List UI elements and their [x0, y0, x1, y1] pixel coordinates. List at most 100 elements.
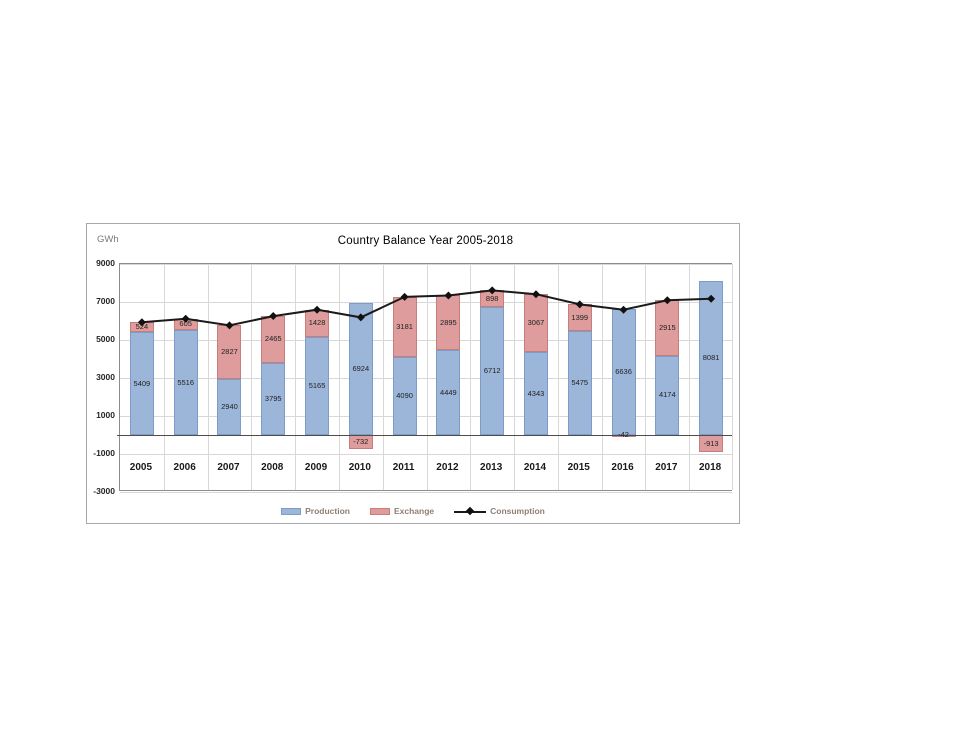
- production-bar: [480, 307, 505, 435]
- legend-diamond-marker: [465, 506, 475, 516]
- x-axis-tick-label: 2013: [480, 462, 503, 474]
- x-axis-tick-label: 2016: [611, 462, 634, 474]
- legend-label: Exchange: [393, 506, 435, 516]
- production-value-label: 6636: [615, 366, 632, 376]
- v-gridline: [689, 264, 691, 490]
- production-bar: [655, 355, 680, 435]
- exchange-swatch: [369, 507, 390, 515]
- exchange-bar: [392, 296, 417, 358]
- production-value-label: 5409: [133, 378, 151, 388]
- v-gridline: [557, 264, 559, 490]
- v-gridline: [295, 264, 297, 490]
- y-axis-tick-label: -3000: [93, 486, 115, 496]
- production-value-label: 4343: [527, 388, 545, 398]
- production-bar: [523, 352, 548, 435]
- exchange-value-label: 2915: [658, 323, 676, 332]
- x-axis-tick-label: 2017: [655, 462, 678, 474]
- production-value-label: 4449: [440, 387, 457, 397]
- x-axis-tick-label: 2015: [567, 462, 590, 474]
- h-gridline: [120, 453, 732, 455]
- exchange-bar: [611, 435, 636, 437]
- production-bar: [261, 362, 286, 435]
- y-axis-tick-label: 5000: [96, 334, 115, 344]
- production-value-label: 6712: [483, 366, 501, 376]
- v-gridline: [514, 264, 516, 490]
- production-bar: [699, 281, 724, 435]
- production-value-label: 4090: [396, 391, 413, 401]
- y-axis-unit-label: GWh: [97, 234, 119, 245]
- legend-label: Production: [305, 506, 350, 516]
- chart-legend: Production Exchange Consumption: [87, 504, 739, 518]
- y-axis-tick-label: 7000: [96, 296, 115, 306]
- production-bar: [217, 379, 242, 435]
- production-bar: [611, 308, 636, 435]
- exchange-value-label: 1428: [308, 318, 326, 328]
- production-bar: [173, 330, 198, 435]
- production-value-label: 5516: [177, 377, 195, 387]
- consumption-marker: [444, 291, 453, 300]
- consumption-marker: [531, 290, 540, 299]
- x-axis-tick-label: 2005: [129, 462, 153, 474]
- consumption-marker: [225, 321, 234, 330]
- production-value-label: 6924: [352, 364, 370, 374]
- exchange-value-label: 2827: [221, 347, 238, 357]
- h-gridline: [120, 263, 732, 265]
- chart-title: Country Balance Year 2005-2018: [337, 235, 514, 247]
- exchange-bar: [436, 295, 461, 351]
- h-gridline: [120, 377, 732, 379]
- exchange-value-label: 2465: [264, 334, 282, 344]
- production-bar: [392, 357, 417, 435]
- consumption-marker: [619, 305, 628, 314]
- x-axis-tick-label: 2006: [173, 462, 196, 474]
- x-axis-tick-label: 2012: [436, 462, 459, 474]
- h-gridline: [120, 339, 732, 341]
- production-value-label: 2940: [221, 402, 238, 412]
- legend-item-production: Production: [281, 506, 350, 516]
- legend-item-exchange: Exchange: [369, 506, 435, 516]
- x-axis-tick-label: 2011: [392, 462, 415, 474]
- h-gridline: [120, 415, 732, 417]
- x-axis-tick-label: 2014: [523, 462, 547, 474]
- exchange-bar: [655, 300, 680, 356]
- exchange-value-label: 3181: [396, 322, 413, 332]
- exchange-bar: [217, 325, 242, 380]
- consumption-marker: [663, 296, 672, 305]
- y-axis-tick-label: 9000: [96, 258, 115, 268]
- production-bar: [305, 336, 330, 435]
- exchange-value-label: 605: [179, 319, 192, 329]
- zero-axis-line: [117, 434, 732, 436]
- v-gridline: [207, 264, 209, 490]
- legend-label: Consumption: [490, 506, 545, 516]
- production-value-label: 5475: [571, 377, 589, 387]
- production-bar: [567, 330, 592, 435]
- h-gridline: [120, 491, 732, 493]
- x-axis-tick-label: 2008: [261, 462, 284, 474]
- exchange-value-label: -732: [353, 436, 369, 446]
- consumption-line-layer: [137, 286, 716, 330]
- v-gridline: [426, 264, 428, 490]
- exchange-bar: [523, 294, 548, 353]
- x-axis-tick-label: 2010: [348, 462, 371, 474]
- production-value-label: 5165: [308, 380, 326, 390]
- v-gridline: [338, 264, 340, 490]
- consumption-marker: [313, 305, 322, 314]
- h-gridline: [120, 301, 732, 303]
- v-gridline: [645, 264, 647, 490]
- plot-area: 5409 524 5516 605 2940 2827 3795 2465 5165 1428 69…: [117, 263, 733, 493]
- exchange-value-label: -913: [703, 438, 719, 448]
- x-axis-tick-label: 2007: [217, 462, 240, 474]
- consumption-line-sample: [454, 506, 487, 516]
- production-value-label: 8081: [702, 353, 720, 363]
- consumption-marker: [707, 294, 716, 303]
- y-axis-tick-label: -1000: [93, 448, 115, 458]
- exchange-value-label: 1399: [571, 312, 589, 322]
- exchange-value-label: 3067: [527, 318, 545, 328]
- production-value-label: 4174: [658, 390, 676, 400]
- exchange-value-label: 524: [135, 322, 149, 332]
- production-value-label: 3795: [264, 393, 282, 403]
- v-gridline: [163, 264, 165, 490]
- production-bar: [129, 332, 154, 435]
- x-axis-tick-label: 2018: [698, 462, 722, 474]
- v-gridline: [470, 264, 472, 490]
- exchange-bar: [699, 435, 724, 453]
